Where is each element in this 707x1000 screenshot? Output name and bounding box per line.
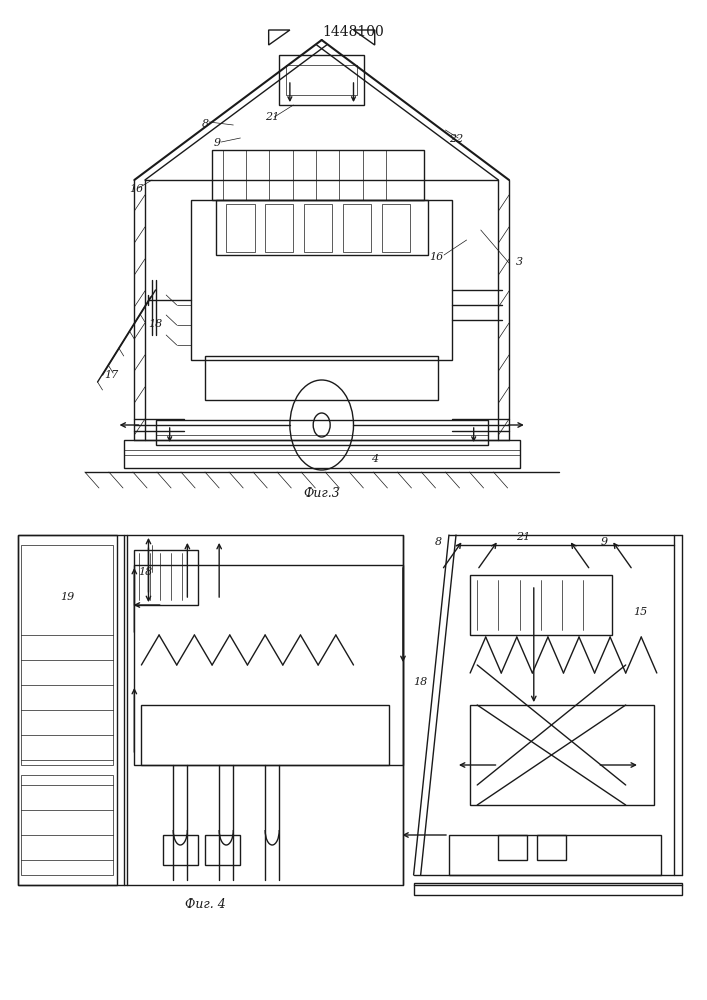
Bar: [537, 835, 566, 860]
Bar: [156, 420, 488, 445]
Bar: [216, 200, 428, 255]
Bar: [265, 204, 293, 252]
Bar: [18, 535, 403, 885]
Bar: [163, 835, 198, 865]
Bar: [205, 835, 240, 865]
Bar: [449, 835, 661, 875]
Text: 16: 16: [129, 184, 144, 194]
Bar: [134, 550, 198, 605]
Bar: [470, 705, 654, 805]
Polygon shape: [269, 30, 290, 45]
Text: 21: 21: [516, 532, 530, 542]
Text: 17: 17: [104, 370, 118, 380]
Text: 4: 4: [371, 454, 378, 464]
Polygon shape: [354, 30, 375, 45]
Text: 8: 8: [435, 537, 442, 547]
Text: 18: 18: [138, 567, 152, 577]
Bar: [124, 440, 520, 468]
Bar: [21, 545, 113, 765]
Text: 15: 15: [633, 607, 647, 617]
Bar: [205, 356, 438, 400]
Bar: [226, 204, 255, 252]
Bar: [18, 535, 117, 885]
Bar: [382, 204, 410, 252]
Text: 8: 8: [201, 119, 209, 129]
Bar: [134, 565, 403, 765]
Bar: [343, 204, 371, 252]
Bar: [498, 835, 527, 860]
Text: 21: 21: [265, 112, 279, 122]
Text: Фиг. 4: Фиг. 4: [185, 898, 226, 911]
Text: 19: 19: [60, 592, 74, 602]
Bar: [286, 65, 357, 95]
Bar: [470, 575, 612, 635]
Bar: [141, 705, 389, 765]
Text: 9: 9: [601, 537, 608, 547]
Text: 16: 16: [429, 252, 443, 262]
Text: 18: 18: [148, 319, 162, 329]
Bar: [414, 883, 682, 895]
Text: 22: 22: [449, 134, 463, 144]
Bar: [212, 150, 424, 200]
Text: 9: 9: [214, 138, 221, 148]
Text: 1448100: 1448100: [322, 25, 385, 39]
Text: 18: 18: [414, 677, 428, 687]
Bar: [21, 775, 113, 875]
Text: Фиг.3: Фиг.3: [303, 487, 340, 500]
Text: 3: 3: [516, 257, 523, 267]
Bar: [191, 200, 452, 360]
Bar: [304, 204, 332, 252]
Bar: [279, 55, 364, 105]
